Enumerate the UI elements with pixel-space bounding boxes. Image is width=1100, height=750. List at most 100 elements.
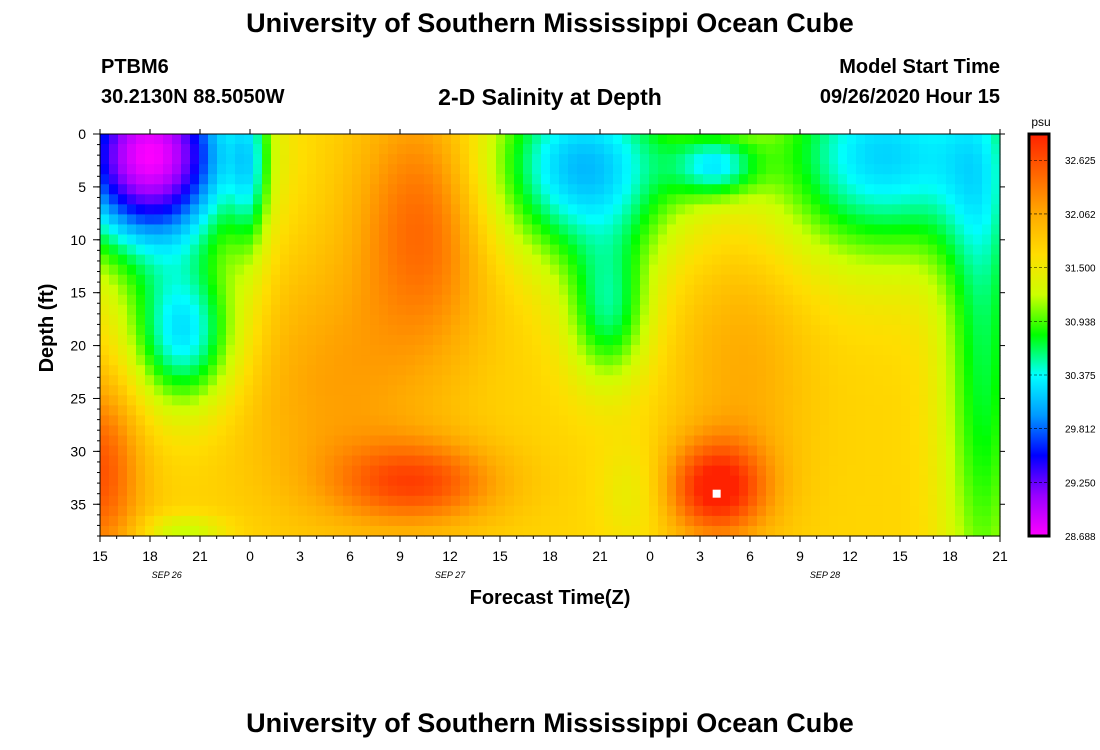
heatmap-cell bbox=[667, 335, 677, 346]
heatmap-cell bbox=[532, 445, 542, 457]
heatmap-cell bbox=[856, 415, 866, 427]
heatmap-cell bbox=[325, 375, 335, 386]
heatmap-cell bbox=[811, 194, 821, 205]
heatmap-cell bbox=[730, 174, 740, 185]
heatmap-cell bbox=[226, 214, 236, 226]
heatmap-cell bbox=[892, 144, 902, 155]
heatmap-cell bbox=[640, 234, 650, 246]
heatmap-cell bbox=[559, 345, 569, 356]
heatmap-cell bbox=[316, 254, 326, 266]
heatmap-cell bbox=[325, 254, 335, 266]
heatmap-cell bbox=[226, 505, 236, 517]
heatmap-cell bbox=[514, 505, 524, 517]
heatmap-cell bbox=[505, 445, 515, 457]
heatmap-cell bbox=[181, 355, 191, 366]
heatmap-cell bbox=[388, 194, 398, 205]
heatmap-cell bbox=[721, 294, 731, 306]
heatmap-cell bbox=[847, 144, 857, 155]
heatmap-cell bbox=[334, 164, 344, 175]
heatmap-cell bbox=[253, 335, 263, 346]
heatmap-cell bbox=[280, 274, 290, 286]
heatmap-cell bbox=[352, 335, 362, 346]
heatmap-cell bbox=[163, 194, 173, 205]
heatmap-cell bbox=[388, 385, 398, 396]
heatmap-cell bbox=[352, 274, 362, 286]
heatmap-cell bbox=[937, 435, 947, 447]
heatmap-cell bbox=[451, 154, 461, 165]
heatmap-cell bbox=[253, 375, 263, 386]
heatmap-cell bbox=[226, 184, 236, 195]
heatmap-cell bbox=[919, 445, 929, 457]
heatmap-cell bbox=[631, 445, 641, 457]
heatmap-cell bbox=[595, 475, 605, 487]
heatmap-cell bbox=[397, 144, 407, 155]
heatmap-cell bbox=[109, 254, 119, 266]
heatmap-cell bbox=[694, 385, 704, 396]
heatmap-cell bbox=[604, 465, 614, 477]
heatmap-cell bbox=[370, 525, 380, 537]
heatmap-cell bbox=[775, 144, 785, 155]
heatmap-cell bbox=[694, 274, 704, 286]
heatmap-cell bbox=[424, 415, 434, 427]
heatmap-cell bbox=[730, 505, 740, 517]
heatmap-cell bbox=[829, 495, 839, 507]
heatmap-cell bbox=[235, 194, 245, 205]
heatmap-cell bbox=[946, 415, 956, 427]
heatmap-cell bbox=[739, 385, 749, 396]
heatmap-cell bbox=[946, 174, 956, 185]
heatmap-cell bbox=[199, 455, 209, 467]
heatmap-cell bbox=[802, 465, 812, 477]
heatmap-cell bbox=[433, 284, 443, 296]
heatmap-cell bbox=[370, 335, 380, 346]
heatmap-cell bbox=[640, 435, 650, 447]
heatmap-cell bbox=[172, 525, 182, 537]
heatmap-cell bbox=[964, 264, 974, 276]
heatmap-cell bbox=[982, 405, 992, 416]
heatmap-cell bbox=[118, 174, 128, 185]
heatmap-cell bbox=[865, 445, 875, 457]
heatmap-cell bbox=[145, 264, 155, 276]
heatmap-cell bbox=[280, 304, 290, 316]
heatmap-cell bbox=[739, 485, 749, 497]
heatmap-cell bbox=[217, 254, 227, 266]
heatmap-cell bbox=[460, 214, 470, 226]
heatmap-cell bbox=[307, 224, 317, 236]
heatmap-cell bbox=[946, 385, 956, 396]
heatmap-cell bbox=[568, 495, 578, 507]
heatmap-cell bbox=[640, 134, 650, 145]
heatmap-cell bbox=[748, 505, 758, 517]
heatmap-cell bbox=[820, 294, 830, 306]
heatmap-cell bbox=[604, 455, 614, 467]
heatmap-cell bbox=[928, 365, 938, 376]
heatmap-cell bbox=[865, 415, 875, 427]
heatmap-cell bbox=[622, 184, 632, 195]
heatmap-cell bbox=[343, 224, 353, 236]
heatmap-cell bbox=[208, 174, 218, 185]
heatmap-cell bbox=[847, 495, 857, 507]
heatmap-cell bbox=[514, 244, 524, 256]
heatmap-cell bbox=[325, 264, 335, 276]
heatmap-cell bbox=[199, 495, 209, 507]
heatmap-cell bbox=[649, 244, 659, 256]
heatmap-cell bbox=[784, 485, 794, 497]
heatmap-cell bbox=[208, 375, 218, 386]
heatmap-cell bbox=[865, 284, 875, 296]
heatmap-cell bbox=[307, 154, 317, 165]
x-tick-label: 6 bbox=[346, 548, 354, 564]
heatmap-cell bbox=[406, 475, 416, 487]
heatmap-cell bbox=[541, 525, 551, 537]
heatmap-cell bbox=[622, 335, 632, 346]
heatmap-cell bbox=[406, 184, 416, 195]
heatmap-cell bbox=[703, 515, 713, 527]
heatmap-cell bbox=[712, 244, 722, 256]
heatmap-cell bbox=[244, 415, 254, 427]
heatmap-cell bbox=[577, 385, 587, 396]
heatmap-cell bbox=[100, 405, 110, 416]
heatmap-cell bbox=[334, 415, 344, 427]
heatmap-cell bbox=[658, 375, 668, 386]
heatmap-cell bbox=[793, 134, 803, 145]
heatmap-cell bbox=[127, 465, 137, 477]
heatmap-cell bbox=[253, 395, 263, 406]
heatmap-cell bbox=[676, 525, 686, 537]
heatmap-cell bbox=[604, 174, 614, 185]
